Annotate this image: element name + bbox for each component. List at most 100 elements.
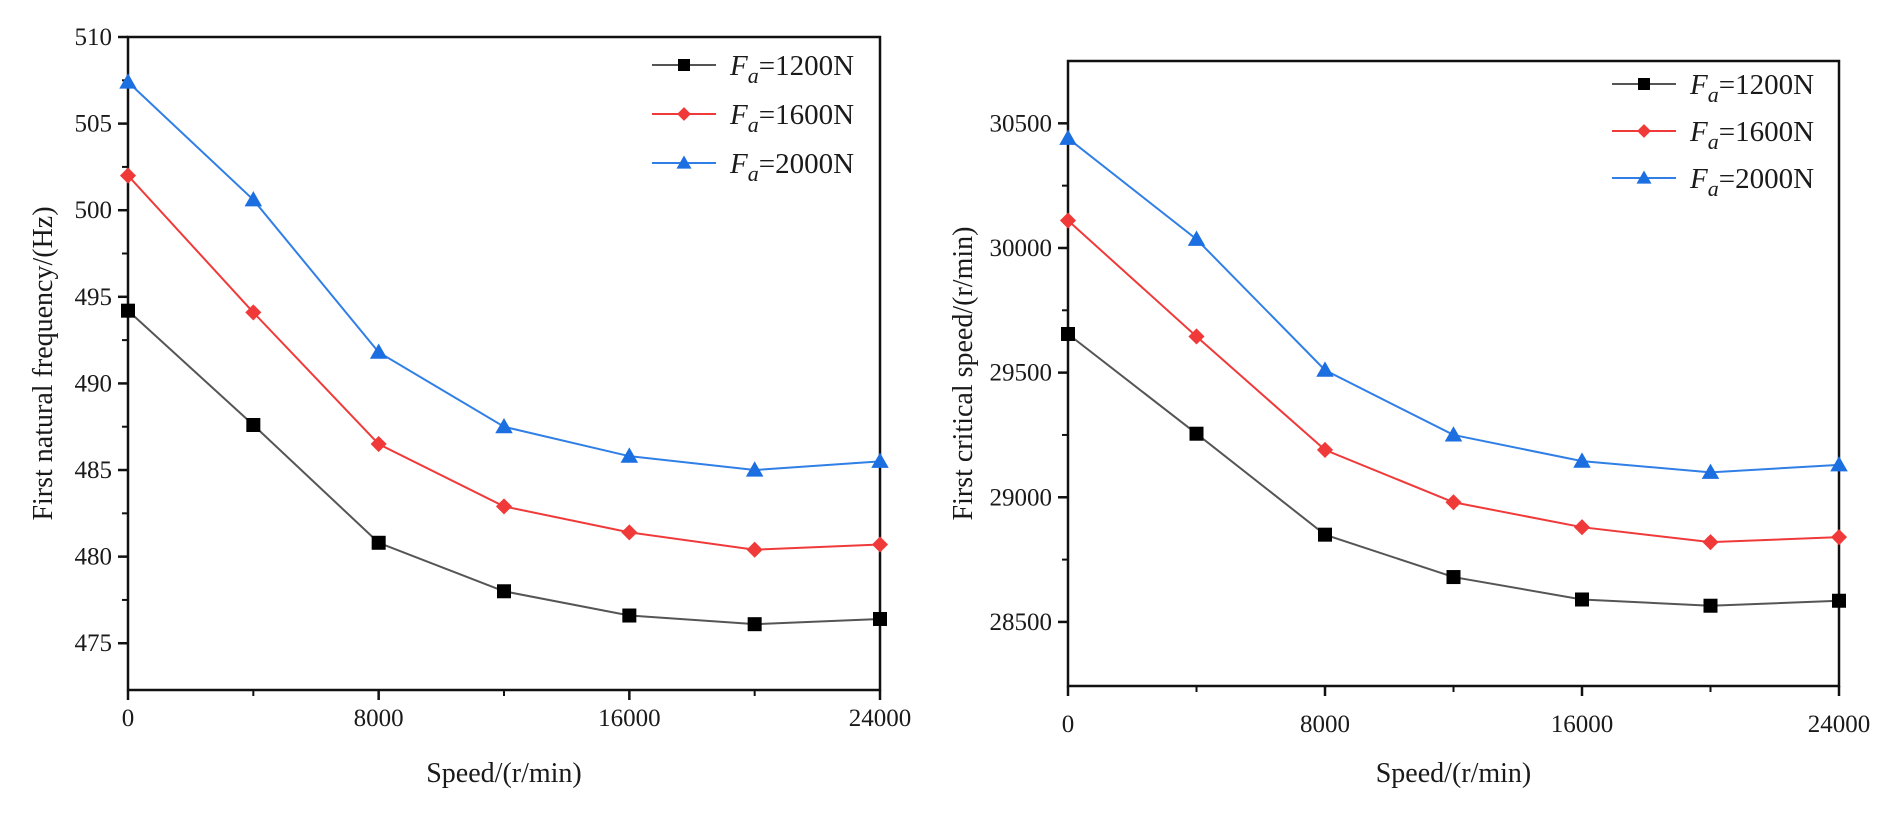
x-tick-label: 8000 bbox=[354, 705, 404, 732]
x-tick-label: 24000 bbox=[849, 705, 912, 732]
data-point bbox=[1701, 463, 1720, 479]
data-point bbox=[621, 524, 638, 541]
data-point bbox=[1189, 426, 1204, 441]
data-point bbox=[119, 73, 137, 89]
data-point bbox=[871, 536, 889, 553]
legend-marker bbox=[1636, 170, 1652, 184]
data-point bbox=[1318, 527, 1332, 542]
data-point bbox=[370, 435, 387, 453]
y-tick-label: 29000 bbox=[990, 484, 1053, 511]
data-point bbox=[1703, 598, 1718, 613]
series-line bbox=[127, 174, 881, 551]
chart-natural-frequency: 475 480 485 490 495 500 505 510 0 8000 16000 24000 S… bbox=[28, 24, 911, 789]
legend-label: Fa=2000N bbox=[729, 148, 854, 186]
legend-marker bbox=[677, 107, 691, 121]
plot-frame bbox=[1066, 59, 1841, 688]
data-point bbox=[121, 303, 135, 318]
data-point bbox=[871, 452, 889, 468]
x-tick-label: 24000 bbox=[1808, 711, 1871, 738]
legend-item: Fa=1600N bbox=[1612, 116, 1814, 154]
data-point bbox=[1573, 519, 1591, 536]
y-axis-title: First critical speed/(r/min) bbox=[948, 227, 979, 521]
x-axis-title: Speed/(r/min) bbox=[426, 758, 582, 789]
y-tick-label: 30500 bbox=[990, 110, 1053, 137]
x-tick-label: 8000 bbox=[1300, 711, 1350, 738]
data-point bbox=[119, 167, 137, 184]
legend-label: Fa=1600N bbox=[729, 99, 854, 137]
data-point bbox=[1188, 328, 1205, 345]
data-point bbox=[747, 617, 762, 632]
x-tick-label: 0 bbox=[122, 705, 135, 732]
data-point bbox=[1830, 456, 1848, 472]
series-fa-1600n bbox=[1059, 212, 1848, 551]
y-tick-label: 495 bbox=[75, 284, 113, 311]
data-point bbox=[1573, 452, 1591, 468]
series-fa-1200n bbox=[121, 303, 887, 632]
legend-item: Fa=1200N bbox=[652, 50, 854, 88]
legend-item: Fa=1200N bbox=[1612, 69, 1814, 107]
series-line bbox=[1067, 333, 1840, 607]
y-tick-label: 485 bbox=[75, 457, 113, 484]
series-fa-1600n bbox=[119, 167, 889, 558]
data-point bbox=[1059, 212, 1077, 229]
data-point bbox=[1316, 441, 1334, 458]
legend-item: Fa=1600N bbox=[652, 99, 854, 137]
legend-item: Fa=2000N bbox=[1612, 163, 1814, 201]
y-tick-label: 480 bbox=[75, 544, 113, 571]
series-line bbox=[127, 309, 881, 626]
data-point bbox=[1445, 494, 1462, 511]
data-point bbox=[745, 461, 764, 477]
data-point bbox=[495, 417, 513, 434]
y-tick-label: 30000 bbox=[990, 235, 1053, 262]
data-point bbox=[1059, 129, 1077, 145]
data-point bbox=[746, 541, 763, 558]
y-tick-label: 500 bbox=[75, 197, 113, 224]
x-tick-label: 16000 bbox=[1551, 711, 1614, 738]
x-tick-label: 0 bbox=[1062, 711, 1075, 738]
data-point bbox=[1702, 534, 1719, 551]
series-line bbox=[1067, 219, 1840, 544]
legend-item: Fa=2000N bbox=[652, 148, 854, 186]
data-point bbox=[1061, 326, 1075, 341]
data-point bbox=[369, 343, 388, 359]
legend-label: Fa=2000N bbox=[1689, 163, 1814, 201]
data-point bbox=[1187, 230, 1206, 246]
legend-marker bbox=[676, 155, 692, 169]
legend-marker bbox=[1638, 78, 1650, 90]
data-point bbox=[244, 191, 263, 207]
y-tick-label: 490 bbox=[75, 370, 113, 397]
legend-marker bbox=[1637, 124, 1651, 138]
data-point bbox=[873, 611, 887, 626]
data-point bbox=[1316, 361, 1334, 377]
series-fa-1200n bbox=[1061, 326, 1846, 613]
y-axis-title: First natural frequency/(Hz) bbox=[28, 206, 59, 520]
data-point bbox=[245, 304, 262, 321]
x-axis-title: Speed/(r/min) bbox=[1376, 758, 1532, 789]
chart-critical-speed: 28500 29000 29500 30000 30500 0 8000 16000 24000… bbox=[948, 59, 1871, 789]
y-tick-label: 510 bbox=[75, 24, 113, 51]
series-fa-2000n bbox=[1059, 129, 1848, 479]
y-tick-label: 28500 bbox=[990, 609, 1053, 636]
series-fa-2000n bbox=[119, 73, 889, 477]
data-point bbox=[1446, 570, 1461, 585]
data-point bbox=[1830, 529, 1848, 546]
legend-marker bbox=[678, 59, 690, 71]
data-point bbox=[1575, 592, 1589, 607]
data-point bbox=[371, 535, 386, 550]
data-point bbox=[622, 608, 637, 623]
y-tick-label: 505 bbox=[75, 111, 113, 138]
y-tick-label: 29500 bbox=[990, 360, 1053, 387]
data-point bbox=[1444, 426, 1463, 442]
data-point bbox=[1832, 593, 1846, 608]
legend-label: Fa=1200N bbox=[1689, 69, 1814, 107]
data-point bbox=[495, 498, 513, 515]
data-point bbox=[620, 447, 639, 463]
data-point bbox=[246, 417, 261, 432]
x-tick-label: 16000 bbox=[598, 705, 661, 732]
series-line bbox=[127, 81, 881, 472]
y-tick-label: 475 bbox=[75, 630, 113, 657]
legend-label: Fa=1200N bbox=[729, 50, 854, 88]
legend-label: Fa=1600N bbox=[1689, 116, 1814, 154]
data-point bbox=[497, 584, 511, 599]
